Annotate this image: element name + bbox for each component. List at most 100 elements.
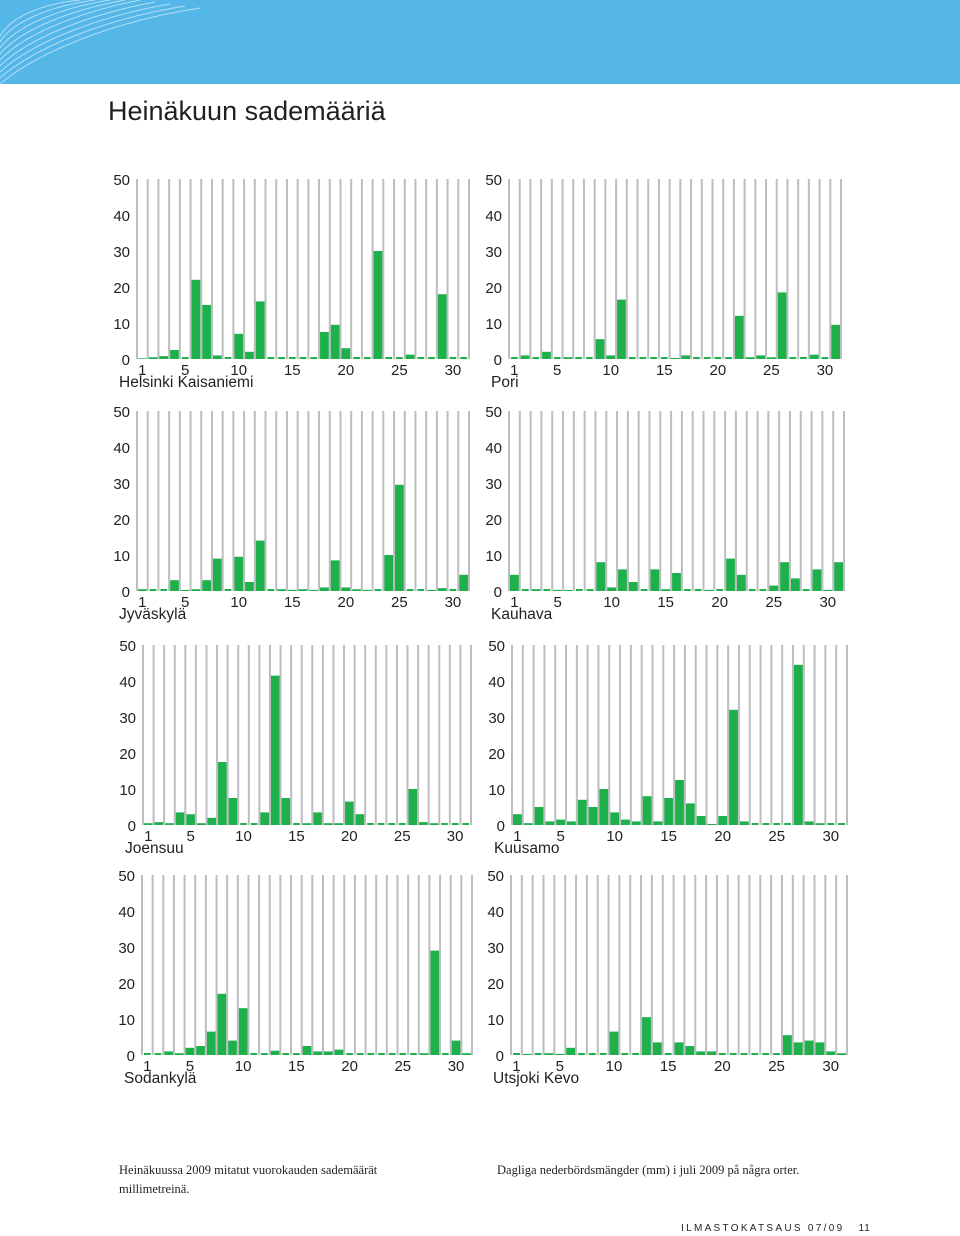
bar-series [144,675,469,825]
bar-day-8 [212,558,222,591]
x-tick-label: 25 [768,1058,785,1075]
bar-day-14 [650,357,657,359]
bar-day-26 [777,292,787,359]
bar-day-30 [827,823,835,825]
bar-day-30 [821,357,829,359]
y-tick-label: 0 [127,1048,135,1065]
x-tick-label: 30 [447,828,464,845]
header-banner [0,0,960,84]
bar-day-31 [837,1053,846,1055]
bar-day-11 [617,299,626,359]
bar-day-25 [767,357,776,359]
bar-day-27 [790,578,800,591]
bar-day-15 [288,357,296,359]
bar-day-16 [675,780,684,825]
bar-day-5 [553,589,563,591]
bar-day-12 [255,301,265,359]
bar-day-11 [621,819,630,825]
bar-day-6 [196,823,206,825]
bar-day-9 [224,357,232,359]
bar-day-19 [707,823,717,825]
x-tick-label: 20 [709,362,726,379]
x-tick-label: 10 [230,594,247,611]
bar-day-2 [521,589,529,591]
bar-day-7 [202,580,211,591]
bar-day-10 [234,556,244,591]
bar-day-24 [388,823,395,825]
bar-day-24 [756,355,766,359]
x-tick-label: 25 [763,362,780,379]
bar-day-25 [398,823,406,825]
x-tick-label: 1 [143,1058,151,1075]
bar-day-16 [299,357,307,359]
y-tick-label: 0 [122,584,130,601]
x-tick-label: 1 [513,828,521,845]
bar-day-1 [138,589,147,591]
bar-day-3 [159,356,169,359]
y-tick-label: 20 [119,746,136,763]
bar-day-19 [334,823,344,825]
bar-day-8 [588,807,598,825]
y-tick-label: 10 [488,782,505,799]
bar-day-14 [282,1053,290,1055]
bar-day-20 [714,357,722,359]
y-tick-label: 30 [119,710,136,727]
bar-day-11 [245,582,254,591]
bar-day-1 [138,358,147,359]
x-tick-label: 1 [510,594,518,611]
x-tick-label: 20 [337,594,354,611]
y-tick-label: 10 [113,316,130,333]
x-tick-label: 1 [510,362,518,379]
x-tick-label: 1 [138,594,146,611]
y-tick-label: 50 [113,172,130,189]
bar-day-1 [513,814,522,825]
bar-day-29 [815,823,825,825]
x-tick-label: 30 [822,1058,839,1075]
bar-day-11 [250,1053,258,1055]
footer-publication: ILMASTOKATSAUS 07/09 [681,1223,845,1234]
bar-day-9 [224,589,232,591]
bar-day-13 [267,357,275,359]
bar-day-26 [408,789,418,825]
bar-day-4 [170,350,179,359]
station-name: Kuusamo [494,840,559,857]
x-tick-label: 25 [765,594,782,611]
bar-day-9 [599,1053,607,1055]
bar-day-19 [707,1051,716,1055]
y-tick-label: 50 [113,404,130,421]
bar-day-3 [160,589,168,591]
bar-day-29 [809,354,819,359]
bar-day-12 [628,357,636,359]
bar-day-4 [170,580,179,591]
x-tick-label: 20 [341,1058,358,1075]
bar-day-25 [773,823,781,825]
bar-day-5 [556,819,566,825]
bar-day-1 [144,1053,151,1055]
bar-day-2 [154,1053,162,1055]
bar-day-30 [449,357,457,359]
x-tick-label: 10 [602,362,619,379]
bar-day-21 [729,709,738,825]
bar-day-1 [144,823,153,825]
bar-day-31 [459,574,468,591]
bar-day-12 [628,582,638,591]
bar-day-10 [606,355,616,359]
bar-day-14 [281,798,291,825]
bar-day-4 [542,351,551,359]
bar-day-19 [703,357,711,359]
bar-day-12 [260,812,269,825]
y-tick-label: 50 [487,868,504,885]
bar-day-23 [751,1053,759,1055]
y-tick-label: 30 [487,940,504,957]
bar-day-16 [298,589,308,591]
bar-day-4 [174,1053,184,1055]
bar-day-1 [513,1053,520,1055]
bar-day-20 [718,1053,726,1055]
grid-lines [136,179,470,359]
bar-day-23 [748,589,756,591]
bar-day-22 [363,357,371,359]
bar-day-25 [769,585,779,591]
